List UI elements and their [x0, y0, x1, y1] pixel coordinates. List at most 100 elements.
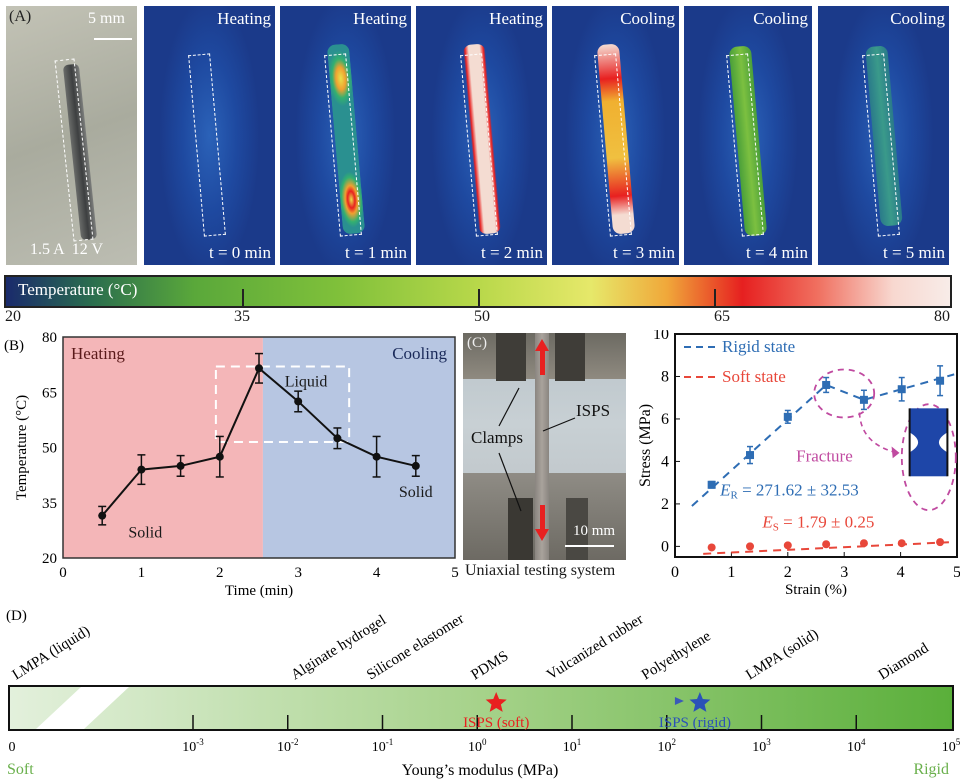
top-clamp-right: [555, 333, 585, 381]
fracture-inset-circle: [900, 403, 957, 512]
x-tick-label: 1: [727, 564, 735, 581]
isps-rigid-label: ISPS (rigid): [659, 715, 731, 731]
panel-c-label: (C): [467, 335, 487, 351]
colorbar-tick-label: 65: [714, 308, 730, 325]
x-tick-label: 4: [897, 564, 905, 581]
y-tick-label: 8: [661, 368, 669, 385]
chart-d-youngs-modulus-scale: (D) 0 10-3 10-2 10-1 100 101 102 103 104 105 Young’…: [6, 608, 960, 779]
highlight-box: [214, 365, 351, 443]
y-tick-label: 4: [661, 453, 669, 470]
fracture-highlight-circle: [813, 368, 876, 419]
phase-label: Heating: [489, 9, 543, 28]
x-tick-label: 3: [294, 565, 302, 581]
colorbar-tick: [714, 289, 716, 306]
clamps-label: Clamps: [471, 428, 523, 447]
material-label: Polyethylene: [639, 628, 714, 683]
x-tick-label: 103: [752, 737, 771, 755]
y-tick-label: 80: [42, 330, 57, 346]
region-label: Cooling: [392, 344, 447, 363]
transition-arrowhead: [674, 697, 684, 705]
x-tick-label: 10-3: [182, 737, 204, 755]
modulus-annotation: ES = 1.79 ± 0.25: [761, 512, 874, 533]
data-point: [176, 461, 185, 470]
colorbar-tick-label: 50: [474, 308, 490, 325]
x-tick-label: 10-2: [277, 737, 299, 755]
phase-label: Cooling: [890, 9, 945, 28]
chart-c-stress-vs-strain: 0 1 2 3 4 5 0 2 4 6 8 10 Strain (%) Stress (MPa) Rigid…: [637, 330, 960, 598]
x-axis-label: Young’s modulus (MPa): [402, 762, 559, 779]
thermal-frame: Cooling t = 5 min: [818, 6, 949, 265]
y-axis-label: Temperature (°C): [14, 395, 30, 500]
y-axis-label: Stress (MPa): [637, 404, 654, 487]
phase-annotation: Liquid: [285, 374, 328, 391]
time-label: t = 3 min: [612, 243, 675, 262]
x-axis-label: Time (min): [225, 583, 293, 599]
x-tick-label: 101: [563, 737, 582, 755]
data-point: [783, 412, 792, 421]
plot-frame: [62, 336, 456, 559]
data-point: [783, 541, 792, 550]
x-tick-label: 5: [953, 564, 960, 581]
y-tick-label: 2: [661, 496, 669, 513]
y-tick-label: 6: [661, 411, 669, 428]
data-point: [859, 395, 868, 404]
sample-photo: (A) 5 mm 1.5 A 12 V: [6, 6, 137, 265]
colorbar-tick: [242, 289, 244, 306]
legend-label: Soft state: [722, 367, 786, 386]
panel-b-label: (B): [4, 338, 24, 354]
measurement-box: [187, 53, 226, 237]
scale-bar-label: 5 mm: [88, 10, 125, 27]
phase-annotation: Solid: [399, 484, 433, 501]
material-label: LMPA (liquid): [10, 623, 93, 683]
data-point: [98, 511, 107, 520]
phase-label: Heating: [353, 9, 407, 28]
fit-line-rigid: [691, 373, 955, 507]
data-point: [897, 385, 906, 394]
y-tick-label: 65: [42, 385, 57, 401]
legend-label: Rigid state: [722, 337, 795, 356]
y-tick-label: 50: [42, 441, 57, 457]
photo-pointer-lines: [498, 387, 614, 547]
thermal-frame: Heating t = 2 min: [416, 6, 547, 265]
data-point: [822, 380, 831, 389]
thermal-frame: Heating t = 1 min: [280, 6, 411, 265]
data-point: [215, 452, 224, 461]
x-tick-label: 3: [840, 564, 848, 581]
thermal-frame: Cooling t = 4 min: [684, 6, 812, 265]
x-tick-label: 0: [671, 564, 679, 581]
x-tick-label: 5: [451, 565, 459, 581]
thermal-frame: Cooling t = 3 min: [552, 6, 679, 265]
data-point: [707, 480, 716, 489]
data-point: [372, 452, 381, 461]
thermal-frame: Heating t = 0 min: [144, 6, 275, 265]
data-point: [746, 542, 755, 551]
material-label: LMPA (solid): [743, 626, 821, 683]
data-point: [411, 461, 420, 470]
tension-arrow-up: [540, 349, 545, 375]
colorbar-tick-label: 20: [5, 308, 21, 325]
temperature-colorbar: Temperature (°C): [4, 275, 952, 308]
region-label: Heating: [71, 344, 125, 363]
chart-b-temperature-vs-time: Heating Cooling Solid Liquid Solid 0 1 2 3 4 5 20 35…: [4, 330, 459, 599]
fracture-notch-left: [909, 432, 919, 453]
time-label: t = 0 min: [208, 243, 271, 262]
isps-sample-strip: [535, 333, 549, 560]
colorbar-tick-label: 35: [234, 308, 250, 325]
x-axis-label: Strain (%): [785, 582, 847, 598]
colorbar-tick: [478, 289, 480, 306]
fracture-pointer-line: [858, 412, 898, 454]
phase-label: Cooling: [620, 9, 675, 28]
colorbar-tick-label: 80: [934, 308, 950, 325]
top-clamp-left: [496, 333, 526, 381]
x-tick-label: 1: [138, 565, 146, 581]
y-tick-label: 10: [653, 330, 669, 343]
bottom-clamp-right: [566, 498, 588, 560]
data-point: [137, 465, 146, 474]
isps-soft-star-icon: [485, 692, 507, 712]
phase-label: Cooling: [753, 9, 808, 28]
x-tick-label: 4: [373, 565, 381, 581]
x-tick-label: 0: [9, 740, 16, 755]
isps-label: ISPS: [576, 401, 611, 420]
scale-bar-5mm: [94, 38, 132, 40]
fracture-label: Fracture: [796, 446, 853, 465]
